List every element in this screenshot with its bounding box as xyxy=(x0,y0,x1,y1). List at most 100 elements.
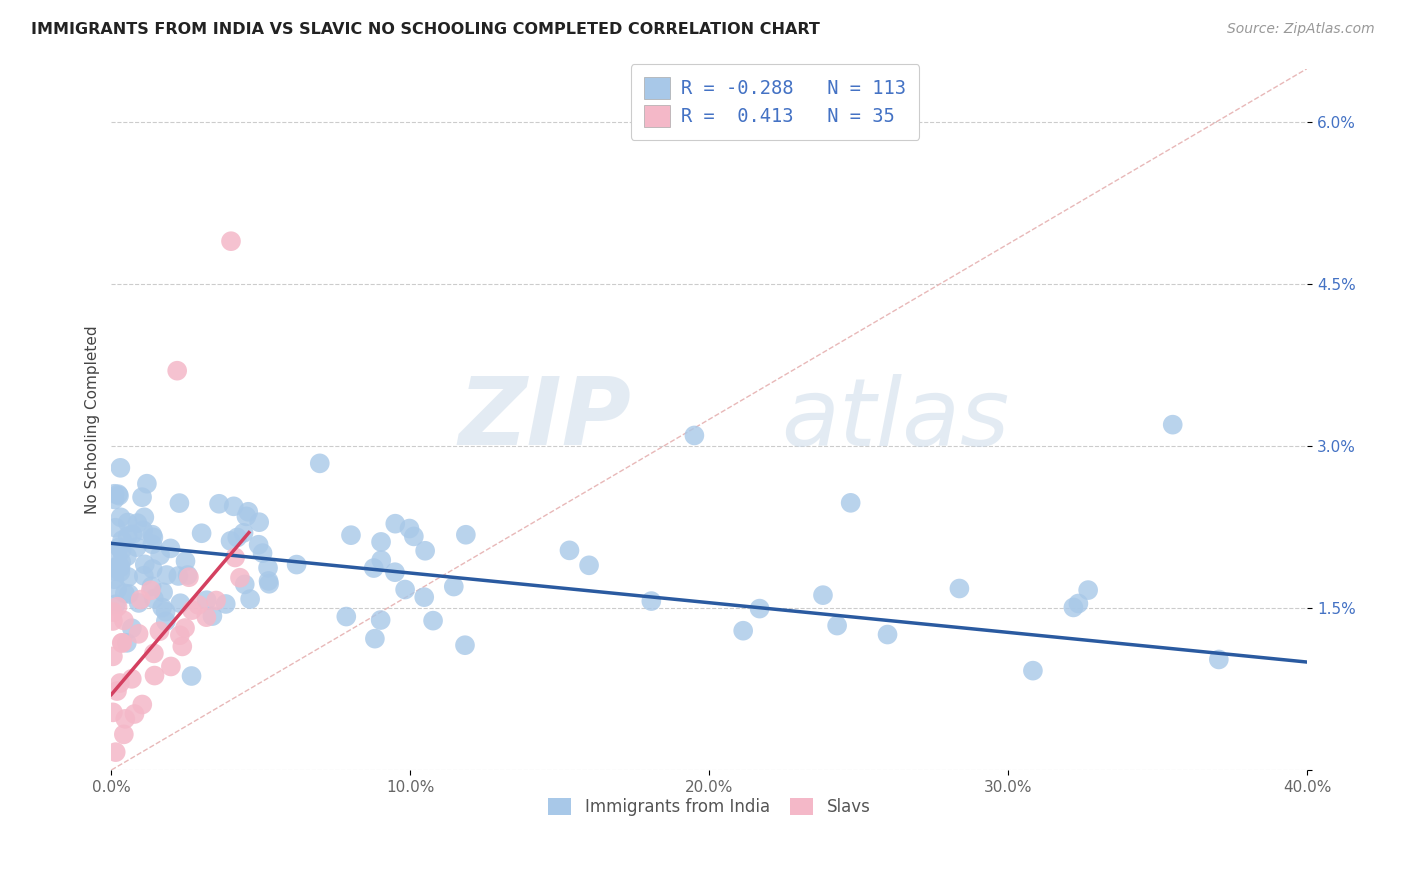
Point xyxy=(127,516,149,530)
Point xyxy=(370,535,392,549)
Point xyxy=(235,509,257,524)
Point xyxy=(105,684,128,698)
Point xyxy=(142,530,165,544)
Point xyxy=(233,577,256,591)
Point xyxy=(205,593,228,607)
Point xyxy=(190,526,212,541)
Point xyxy=(111,636,134,650)
Point xyxy=(149,548,172,562)
Point xyxy=(117,529,139,543)
Point xyxy=(103,572,125,586)
Point xyxy=(112,614,135,628)
Point xyxy=(110,555,132,569)
Point xyxy=(176,568,198,582)
Point xyxy=(150,600,173,615)
Point xyxy=(215,597,238,611)
Point xyxy=(172,640,194,654)
Point xyxy=(110,560,132,574)
Point xyxy=(839,496,862,510)
Point xyxy=(135,476,157,491)
Point xyxy=(222,500,245,514)
Point xyxy=(948,582,970,596)
Point xyxy=(129,592,152,607)
Point xyxy=(111,533,134,548)
Point xyxy=(125,540,148,554)
Point xyxy=(1067,597,1090,611)
Point xyxy=(114,712,136,726)
Point xyxy=(167,569,190,583)
Point xyxy=(285,558,308,572)
Point xyxy=(226,531,249,545)
Point xyxy=(219,533,242,548)
Point xyxy=(121,672,143,686)
Point xyxy=(169,596,191,610)
Point xyxy=(101,649,124,664)
Point xyxy=(422,614,444,628)
Point xyxy=(229,571,252,585)
Point xyxy=(105,582,128,597)
Point xyxy=(103,487,125,501)
Point xyxy=(257,561,280,575)
Point xyxy=(195,610,218,624)
Point xyxy=(110,460,132,475)
Point xyxy=(1077,583,1099,598)
Point xyxy=(131,698,153,712)
Point xyxy=(364,632,387,646)
Point xyxy=(748,601,770,615)
Text: Source: ZipAtlas.com: Source: ZipAtlas.com xyxy=(1227,22,1375,37)
Point xyxy=(208,497,231,511)
Point xyxy=(180,669,202,683)
Point xyxy=(160,659,183,673)
Point xyxy=(115,636,138,650)
Text: IMMIGRANTS FROM INDIA VS SLAVIC NO SCHOOLING COMPLETED CORRELATION CHART: IMMIGRANTS FROM INDIA VS SLAVIC NO SCHOO… xyxy=(31,22,820,37)
Text: ZIP: ZIP xyxy=(458,373,631,466)
Point xyxy=(155,614,177,628)
Point xyxy=(413,543,436,558)
Point xyxy=(104,521,127,535)
Point xyxy=(454,638,477,652)
Point xyxy=(107,487,129,501)
Point xyxy=(124,706,146,721)
Point xyxy=(384,565,406,579)
Point xyxy=(142,562,165,576)
Point xyxy=(578,558,600,573)
Point xyxy=(107,599,129,614)
Point xyxy=(370,553,392,567)
Point xyxy=(101,706,124,720)
Point xyxy=(131,490,153,504)
Point xyxy=(683,428,706,442)
Point xyxy=(247,538,270,552)
Point xyxy=(876,627,898,641)
Point xyxy=(156,568,179,582)
Point xyxy=(105,597,128,611)
Point xyxy=(141,527,163,541)
Point xyxy=(340,528,363,542)
Point xyxy=(115,549,138,564)
Point xyxy=(159,541,181,556)
Point xyxy=(1062,600,1084,615)
Point xyxy=(363,561,385,575)
Point xyxy=(117,516,139,530)
Legend: Immigrants from India, Slavs: Immigrants from India, Slavs xyxy=(540,790,879,825)
Point xyxy=(103,492,125,507)
Point xyxy=(558,543,581,558)
Point xyxy=(110,565,132,579)
Point xyxy=(132,568,155,582)
Point xyxy=(201,609,224,624)
Point xyxy=(187,598,209,612)
Text: atlas: atlas xyxy=(782,374,1010,465)
Point xyxy=(733,624,755,638)
Point xyxy=(177,570,200,584)
Point xyxy=(825,618,848,632)
Point xyxy=(121,621,143,635)
Point xyxy=(134,510,156,524)
Point xyxy=(384,516,406,531)
Point xyxy=(111,636,134,650)
Y-axis label: No Schooling Completed: No Schooling Completed xyxy=(86,325,100,514)
Point xyxy=(166,364,188,378)
Point xyxy=(239,592,262,607)
Point xyxy=(139,583,162,598)
Point xyxy=(454,527,477,541)
Point xyxy=(103,561,125,575)
Point xyxy=(169,628,191,642)
